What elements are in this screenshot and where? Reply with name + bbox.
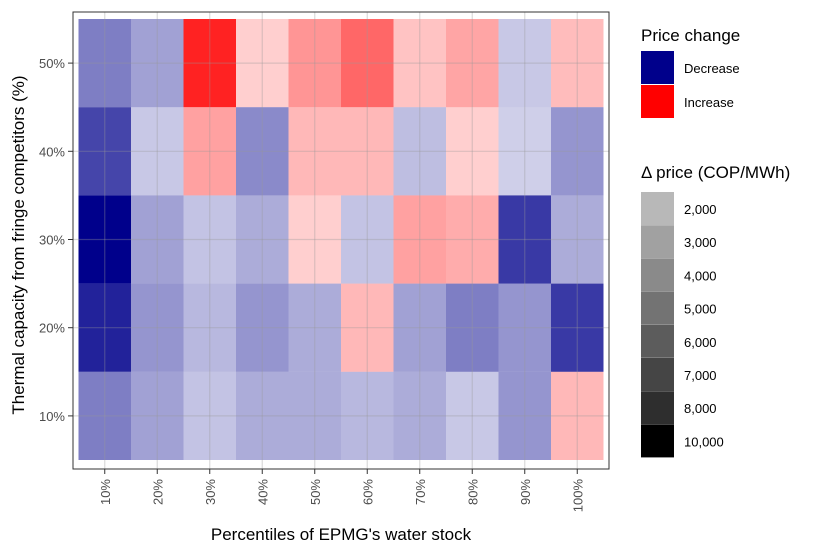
heatmap-cell-40-30 bbox=[183, 107, 236, 196]
heatmap-cell-20-80 bbox=[446, 283, 499, 372]
heatmap-cell-40-90 bbox=[498, 107, 551, 196]
heatmap-cell-20-70 bbox=[393, 283, 446, 372]
color-legend-label: Decrease bbox=[684, 61, 740, 76]
heatmap-cell-10-40 bbox=[236, 371, 289, 460]
x-tick-label: 30% bbox=[203, 479, 218, 505]
alpha-legend: 2,000 3,000 4,000 5,000 6,000 7,000 8,000 10,00… bbox=[641, 192, 724, 458]
color-legend-key-decrease bbox=[641, 51, 674, 84]
x-axis-label: Percentiles of EPMG's water stock bbox=[211, 525, 472, 544]
x-tick-label: 80% bbox=[465, 479, 480, 505]
heatmap-cell-30-30 bbox=[183, 195, 236, 284]
x-tick-label: 60% bbox=[360, 479, 375, 505]
alpha-legend-key bbox=[641, 358, 674, 391]
x-tick-label: 40% bbox=[255, 479, 270, 505]
heatmap-cell-10-10 bbox=[78, 371, 131, 460]
heatmap-cell-50-10 bbox=[78, 19, 131, 108]
heatmap-cell-10-100 bbox=[551, 371, 604, 460]
heatmap-cell-10-60 bbox=[341, 371, 394, 460]
heatmap-cell-20-60 bbox=[341, 283, 394, 372]
y-tick-label: 30% bbox=[39, 233, 65, 248]
heatmap-cell-30-70 bbox=[393, 195, 446, 284]
heatmap-cell-20-20 bbox=[131, 283, 184, 372]
color-legend: Decrease Increase bbox=[641, 51, 740, 118]
heatmap-cell-20-90 bbox=[498, 283, 551, 372]
heatmap-cell-50-90 bbox=[498, 19, 551, 108]
color-legend-title: Price change bbox=[641, 26, 740, 45]
alpha-legend-key bbox=[641, 192, 674, 225]
alpha-legend-key bbox=[641, 324, 674, 358]
heatmap-cell-10-30 bbox=[183, 371, 236, 460]
heatmap-cell-10-50 bbox=[288, 371, 341, 460]
heatmap-cell-30-100 bbox=[551, 195, 604, 284]
heatmap-cell-20-10 bbox=[78, 283, 131, 372]
y-tick-label: 40% bbox=[39, 144, 65, 159]
heatmap-cell-30-40 bbox=[236, 195, 289, 284]
heatmap-cell-10-80 bbox=[446, 371, 499, 460]
color-legend-label: Increase bbox=[684, 95, 734, 110]
y-axis-label: Thermal capacity from fringe competitors… bbox=[9, 75, 28, 414]
alpha-legend-key bbox=[641, 424, 674, 458]
y-tick-label: 10% bbox=[39, 409, 65, 424]
alpha-legend-title: Δ price (COP/MWh) bbox=[641, 163, 790, 182]
heatmap-cell-20-100 bbox=[551, 283, 604, 372]
x-tick-label: 50% bbox=[308, 479, 323, 505]
x-tick-label: 20% bbox=[150, 479, 165, 505]
alpha-legend-key bbox=[641, 225, 674, 259]
alpha-legend-label: 6,000 bbox=[684, 335, 717, 350]
heatmap-cell-30-50 bbox=[288, 195, 341, 284]
x-tick-label: 100% bbox=[570, 479, 585, 513]
heatmap-cell-40-50 bbox=[288, 107, 341, 196]
alpha-legend-label: 2,000 bbox=[684, 202, 717, 217]
y-axis-ticks: 50% 40% 30% 20% 10% bbox=[39, 56, 73, 424]
alpha-legend-key bbox=[641, 258, 674, 292]
x-axis-ticks: 10% 20% 30% 40% 50% 60% 70% 80% 90% 100% bbox=[98, 469, 585, 513]
heatmap-cell-40-80 bbox=[446, 107, 499, 196]
heatmap-cell-50-20 bbox=[131, 19, 184, 108]
heatmap-cell-30-60 bbox=[341, 195, 394, 284]
grid-lines bbox=[73, 12, 609, 469]
heatmap-cell-50-60 bbox=[341, 19, 394, 108]
panel-border bbox=[72, 11, 610, 470]
heatmap-cell-50-100 bbox=[551, 19, 604, 108]
x-tick-label: 90% bbox=[518, 479, 533, 505]
heatmap-cell-40-40 bbox=[236, 107, 289, 196]
heatmap-cell-50-30 bbox=[183, 19, 236, 108]
heatmap-cell-40-60 bbox=[341, 107, 394, 196]
heatmap-cell-20-40 bbox=[236, 283, 289, 372]
heatmap-cell-30-90 bbox=[498, 195, 551, 284]
heatmap-cell-30-20 bbox=[131, 195, 184, 284]
heatmap-cell-50-50 bbox=[288, 19, 341, 108]
alpha-legend-label: 10,000 bbox=[684, 434, 724, 449]
heatmap-cell-50-40 bbox=[236, 19, 289, 108]
heatmap-cell-50-70 bbox=[393, 19, 446, 108]
y-tick-label: 20% bbox=[39, 321, 65, 336]
y-tick-label: 50% bbox=[39, 56, 65, 71]
heatmap-cell-50-80 bbox=[446, 19, 499, 108]
heatmap-cell-40-70 bbox=[393, 107, 446, 196]
heatmap-cell-10-20 bbox=[131, 371, 184, 460]
alpha-legend-label: 7,000 bbox=[684, 368, 717, 383]
alpha-legend-key bbox=[641, 291, 674, 325]
alpha-legend-label: 5,000 bbox=[684, 302, 717, 317]
heatmap-cells bbox=[78, 19, 604, 460]
alpha-legend-label: 3,000 bbox=[684, 235, 717, 250]
x-tick-label: 10% bbox=[98, 479, 113, 505]
heatmap-cell-40-100 bbox=[551, 107, 604, 196]
heatmap-cell-20-50 bbox=[288, 283, 341, 372]
heatmap-cell-10-90 bbox=[498, 371, 551, 460]
x-tick-label: 70% bbox=[413, 479, 428, 505]
heatmap-cell-40-20 bbox=[131, 107, 184, 196]
color-legend-key-increase bbox=[641, 85, 674, 118]
alpha-legend-label: 8,000 bbox=[684, 401, 717, 416]
heatmap-cell-10-70 bbox=[393, 371, 446, 460]
heatmap-cell-30-80 bbox=[446, 195, 499, 284]
heatmap-cell-30-10 bbox=[78, 195, 131, 284]
heatmap-cell-20-30 bbox=[183, 283, 236, 372]
heatmap-cell-40-10 bbox=[78, 107, 131, 196]
alpha-legend-key bbox=[641, 391, 674, 425]
alpha-legend-label: 4,000 bbox=[684, 268, 717, 283]
